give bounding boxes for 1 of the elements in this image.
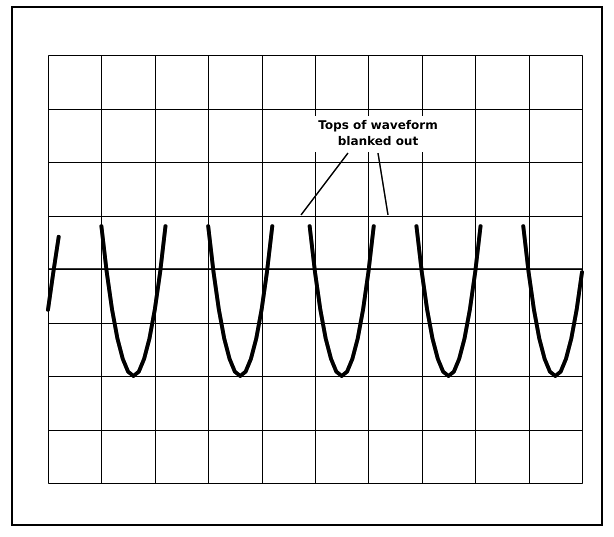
text: Tops of waveform blanked out	[318, 118, 438, 148]
